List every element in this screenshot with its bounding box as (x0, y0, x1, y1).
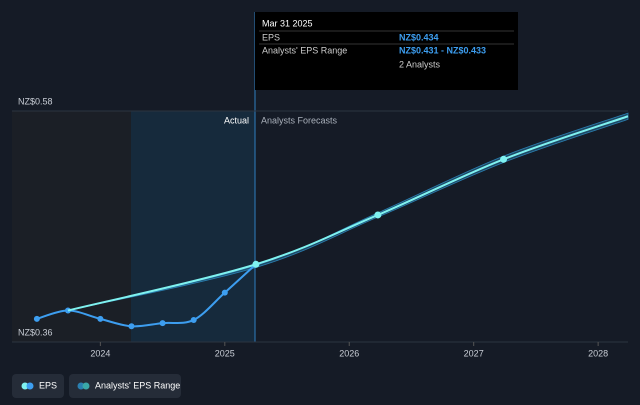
legend-range[interactable]: Analysts' EPS Range (69, 374, 181, 398)
tooltip-eps-label: EPS (262, 32, 280, 42)
tooltip-range-label: Analysts' EPS Range (262, 45, 347, 55)
past-shade (12, 111, 131, 342)
tooltip-date: Mar 31 2025 (262, 18, 313, 28)
legend-dot (26, 382, 34, 390)
actual-shade (131, 111, 255, 342)
data-point (97, 315, 104, 322)
data-point (374, 211, 382, 219)
tooltip-analysts: 2 Analysts (399, 59, 441, 69)
data-point (500, 155, 508, 163)
y-tick-label: NZ$0.58 (18, 96, 53, 106)
data-point (221, 289, 228, 296)
legend-eps[interactable]: EPS (12, 374, 64, 398)
data-point (128, 323, 135, 330)
x-tick-label: 2025 (215, 348, 235, 358)
tooltip: Mar 31 2025 EPS NZ$0.434 Analysts' EPS R… (255, 12, 518, 90)
data-point (190, 316, 197, 323)
legend-label[interactable]: Analysts' EPS Range (95, 380, 180, 390)
data-point (252, 260, 260, 268)
x-tick-label: 2027 (464, 348, 484, 358)
legend: EPS Analysts' EPS Range (12, 374, 181, 398)
legend-button[interactable] (12, 374, 64, 398)
tooltip-eps-value: NZ$0.434 (399, 32, 439, 42)
data-point (33, 315, 40, 322)
legend-dot (77, 382, 85, 390)
y-tick-label: NZ$0.36 (18, 327, 53, 337)
legend-button[interactable] (69, 374, 181, 398)
x-tick-label: 2028 (588, 348, 608, 358)
data-point (159, 320, 166, 327)
tooltip-box (255, 12, 518, 90)
legend-dot (82, 382, 90, 390)
x-tick-label: 2024 (90, 348, 110, 358)
x-tick-label: 2026 (339, 348, 359, 358)
forecast-label: Analysts Forecasts (261, 115, 338, 125)
legend-label[interactable]: EPS (39, 380, 57, 390)
legend-dot (21, 382, 29, 390)
actual-label: Actual (224, 115, 249, 125)
tooltip-range-value: NZ$0.431 - NZ$0.433 (399, 45, 486, 55)
